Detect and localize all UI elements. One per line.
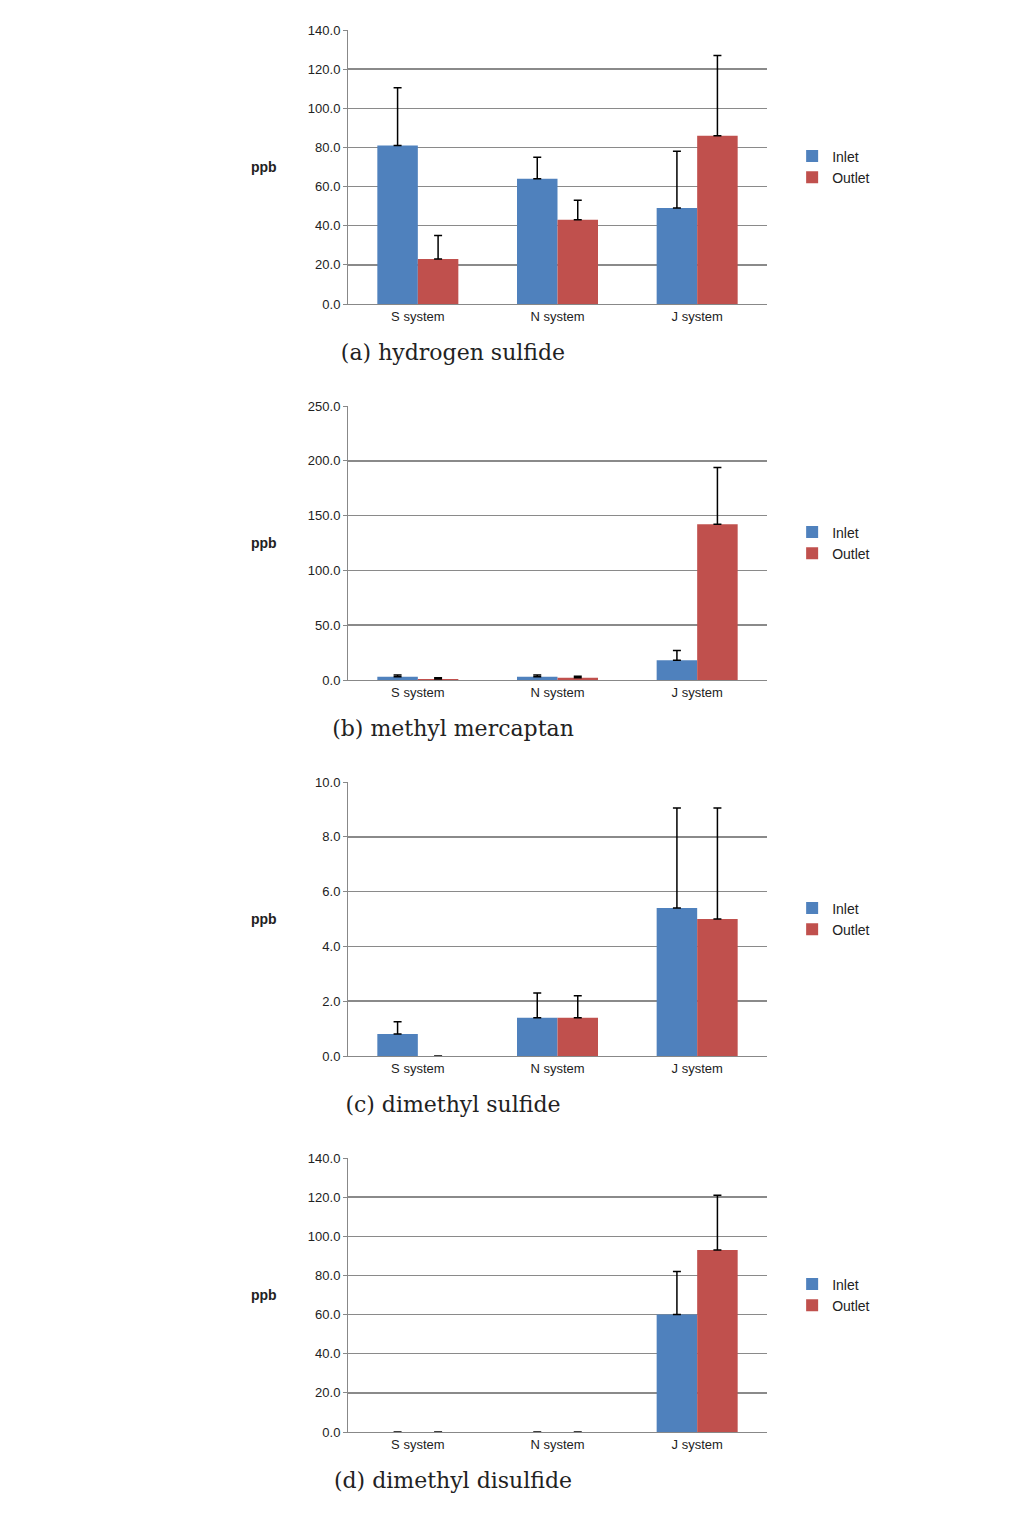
svg-text:ppb: ppb	[251, 1287, 277, 1303]
svg-text:Outlet: Outlet	[832, 922, 869, 938]
svg-text:S system: S system	[391, 309, 444, 324]
svg-text:140.0: 140.0	[308, 23, 341, 38]
svg-text:J system: J system	[672, 685, 723, 700]
svg-text:100.0: 100.0	[308, 1229, 341, 1244]
svg-text:6.0: 6.0	[322, 884, 340, 899]
svg-text:Inlet: Inlet	[832, 1277, 859, 1293]
svg-text:140.0: 140.0	[308, 1151, 341, 1166]
svg-text:J system: J system	[672, 309, 723, 324]
svg-text:N system: N system	[530, 309, 584, 324]
svg-text:ppb: ppb	[251, 159, 277, 175]
svg-text:60.0: 60.0	[315, 1307, 340, 1322]
svg-text:S system: S system	[391, 1061, 444, 1076]
svg-text:N system: N system	[530, 1061, 584, 1076]
svg-text:60.0: 60.0	[315, 179, 340, 194]
svg-text:120.0: 120.0	[308, 1190, 341, 1205]
svg-text:0.0: 0.0	[322, 673, 340, 688]
svg-text:Inlet: Inlet	[832, 525, 859, 541]
svg-text:J system: J system	[672, 1437, 723, 1452]
svg-text:120.0: 120.0	[308, 62, 341, 77]
svg-text:20.0: 20.0	[315, 1385, 340, 1400]
svg-text:20.0: 20.0	[315, 257, 340, 272]
svg-text:N system: N system	[530, 1437, 584, 1452]
svg-text:N system: N system	[530, 685, 584, 700]
svg-text:40.0: 40.0	[315, 218, 340, 233]
svg-text:S system: S system	[391, 1437, 444, 1452]
svg-text:S system: S system	[391, 685, 444, 700]
svg-text:80.0: 80.0	[315, 140, 340, 155]
html-text:(b) methyl mercaptan: (b) methyl mercaptan	[332, 716, 574, 741]
svg-text:Outlet: Outlet	[832, 170, 869, 186]
svg-text:150.0: 150.0	[308, 508, 341, 523]
svg-text:200.0: 200.0	[308, 453, 341, 468]
svg-text:2.0: 2.0	[322, 994, 340, 1009]
svg-text:100.0: 100.0	[308, 101, 341, 116]
svg-text:100.0: 100.0	[308, 563, 341, 578]
svg-text:0.0: 0.0	[322, 297, 340, 312]
svg-text:J system: J system	[672, 1061, 723, 1076]
html-text:(d) dimethyl disulfide: (d) dimethyl disulfide	[333, 1468, 572, 1493]
svg-text:Outlet: Outlet	[832, 1298, 869, 1314]
svg-text:0.0: 0.0	[322, 1049, 340, 1064]
svg-text:ppb: ppb	[251, 535, 277, 551]
svg-text:ppb: ppb	[251, 911, 277, 927]
svg-text:Inlet: Inlet	[832, 149, 859, 165]
svg-text:50.0: 50.0	[315, 618, 340, 633]
svg-text:4.0: 4.0	[322, 939, 340, 954]
html-text:(a) hydrogen sulfide: (a) hydrogen sulfide	[340, 340, 566, 365]
html-text:(c) dimethyl sulfide: (c) dimethyl sulfide	[345, 1092, 561, 1117]
svg-text:80.0: 80.0	[315, 1268, 340, 1283]
svg-text:40.0: 40.0	[315, 1346, 340, 1361]
svg-text:10.0: 10.0	[315, 775, 340, 790]
svg-text:250.0: 250.0	[308, 399, 341, 414]
svg-text:8.0: 8.0	[322, 829, 340, 844]
svg-text:0.0: 0.0	[322, 1425, 340, 1440]
svg-text:Inlet: Inlet	[832, 901, 859, 917]
svg-text:Outlet: Outlet	[832, 546, 869, 562]
